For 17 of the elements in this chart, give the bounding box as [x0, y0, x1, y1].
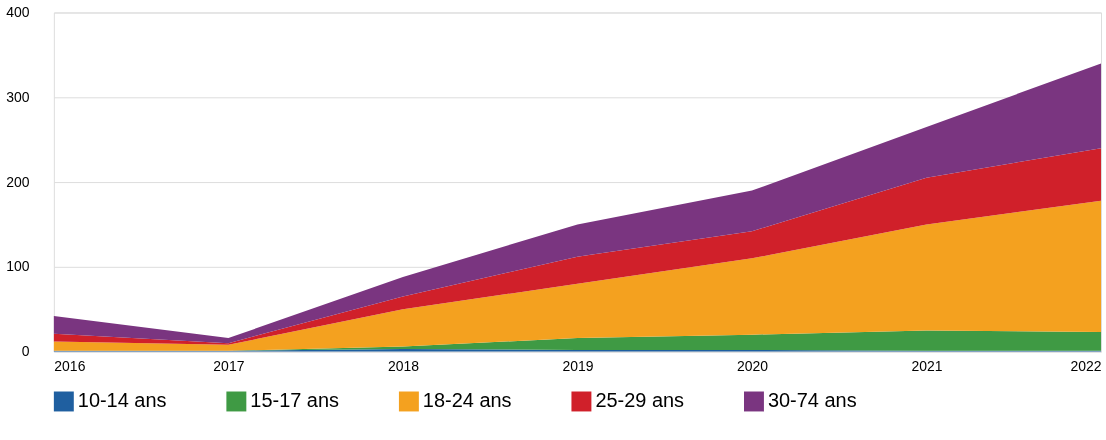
y-tick-label: 300 — [6, 88, 30, 105]
legend-label: 25-29 ans — [595, 389, 685, 412]
x-tick-label: 2016 — [54, 358, 86, 375]
x-tick-label: 2018 — [387, 358, 420, 375]
x-tick-label: 2021 — [911, 358, 943, 375]
y-tick-label: 100 — [6, 258, 30, 275]
legend-label: 15-17 ans — [250, 389, 340, 412]
legend-label: 30-74 ans — [767, 389, 857, 412]
y-tick-label: 200 — [6, 173, 30, 190]
x-tick-label: 2017 — [213, 358, 245, 375]
x-tick-label: 2019 — [562, 358, 594, 375]
x-tick-label: 2020 — [736, 358, 769, 375]
y-tick-label: 0 — [21, 343, 30, 360]
y-tick-label: 400 — [6, 4, 30, 21]
legend-label: 10-14 ans — [77, 389, 167, 412]
legend-label: 18-24 ans — [422, 389, 512, 412]
x-tick-label: 2022 — [1070, 358, 1102, 375]
